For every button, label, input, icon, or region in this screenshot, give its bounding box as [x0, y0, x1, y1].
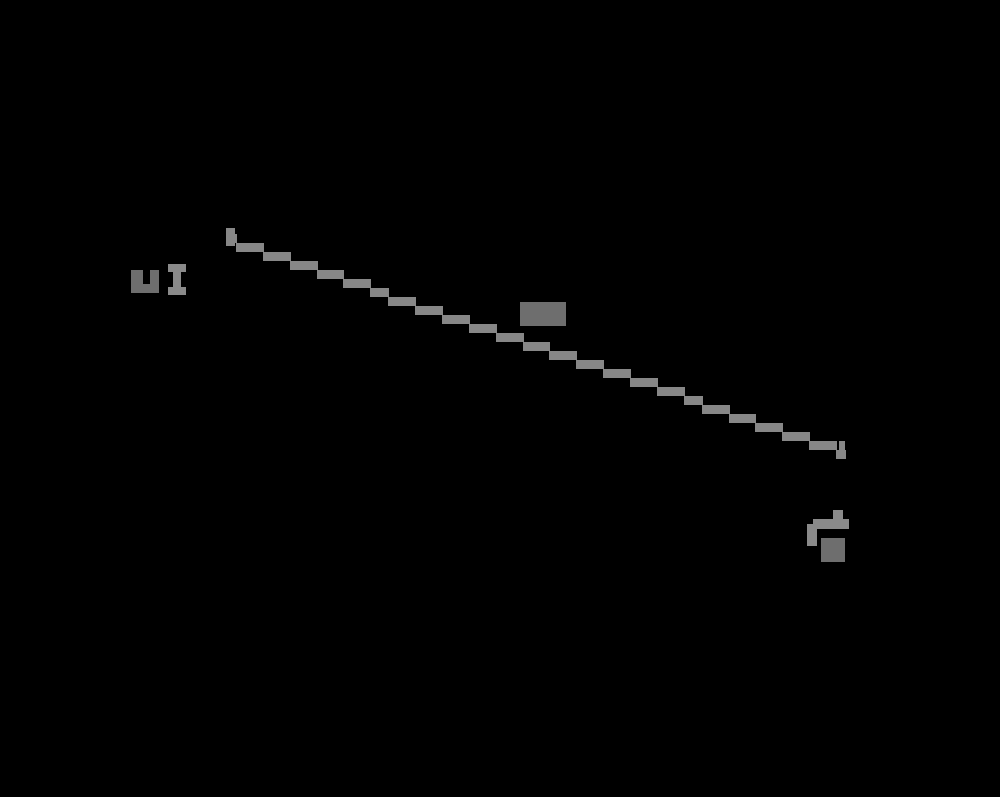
- line-segment: [308, 261, 318, 270]
- line-segment: [684, 396, 694, 405]
- line-segment: [334, 270, 344, 279]
- line-segment: [379, 288, 389, 297]
- diagonal-line: [226, 228, 846, 459]
- line-segment: [809, 441, 819, 450]
- line-segment: [406, 297, 416, 306]
- line-segment: [299, 261, 309, 270]
- line-segment: [729, 414, 739, 423]
- line-segment: [442, 315, 452, 324]
- br-glyph-horizontal-bar: [813, 519, 849, 529]
- line-end-tick: [839, 441, 845, 459]
- line-segment: [532, 342, 542, 351]
- line-segment: [764, 423, 774, 432]
- line-segment: [263, 252, 273, 261]
- line-segment: [800, 432, 810, 441]
- line-segment: [576, 360, 586, 369]
- line-segment: [738, 414, 748, 423]
- line-segment: [361, 279, 371, 288]
- line-segment: [567, 351, 577, 360]
- line-segment: [451, 315, 461, 324]
- line-segment: [343, 279, 353, 288]
- line-segment: [415, 306, 425, 315]
- line-segment: [254, 243, 264, 252]
- line-segment: [317, 270, 327, 279]
- br-glyph-left-post: [807, 524, 817, 546]
- line-segment: [236, 243, 246, 252]
- line-segment: [657, 387, 667, 396]
- glyph-i-stem: [173, 264, 181, 295]
- line-segment: [711, 405, 721, 414]
- line-segment: [245, 243, 255, 252]
- line-segment: [827, 441, 837, 450]
- br-glyph-upper-stub: [833, 510, 843, 520]
- line-segment: [397, 297, 407, 306]
- line-segment: [370, 288, 380, 297]
- line-segment: [594, 360, 604, 369]
- line-segment: [478, 324, 488, 333]
- center-solid-block: [520, 302, 566, 326]
- line-segment: [612, 369, 622, 378]
- line-segment: [755, 423, 765, 432]
- line-segment: [424, 306, 434, 315]
- line-segment: [281, 252, 291, 261]
- line-segment: [290, 261, 300, 270]
- line-segment: [487, 324, 497, 333]
- line-segment: [791, 432, 801, 441]
- line-segment: [496, 333, 506, 342]
- line-segment: [514, 333, 524, 342]
- line-segment: [746, 414, 756, 423]
- line-segment: [693, 396, 703, 405]
- line-segment: [460, 315, 470, 324]
- line-segment: [352, 279, 362, 288]
- line-segment: [666, 387, 676, 396]
- glyph-u-notch: [143, 270, 150, 284]
- line-segment: [558, 351, 568, 360]
- line-segment: [326, 270, 336, 279]
- line-segment: [621, 369, 631, 378]
- line-segment: [272, 252, 282, 261]
- line-segment: [523, 342, 533, 351]
- line-start-tick: [226, 228, 235, 246]
- line-segment: [585, 360, 595, 369]
- line-segment: [630, 378, 640, 387]
- line-segment: [505, 333, 515, 342]
- line-segment: [702, 405, 712, 414]
- br-glyph-dark-block: [821, 538, 845, 562]
- glyph-i-bottom-serif: [168, 287, 186, 295]
- line-segment: [603, 369, 613, 378]
- line-segment: [773, 423, 783, 432]
- line-segment: [549, 351, 559, 360]
- line-segment: [782, 432, 792, 441]
- line-segment: [388, 297, 398, 306]
- line-segment: [818, 441, 828, 450]
- line-segment: [540, 342, 550, 351]
- line-segment: [675, 387, 685, 396]
- line-segment: [648, 378, 658, 387]
- line-segment: [469, 324, 479, 333]
- line-segment: [720, 405, 730, 414]
- line-segment: [639, 378, 649, 387]
- line-segment: [433, 306, 443, 315]
